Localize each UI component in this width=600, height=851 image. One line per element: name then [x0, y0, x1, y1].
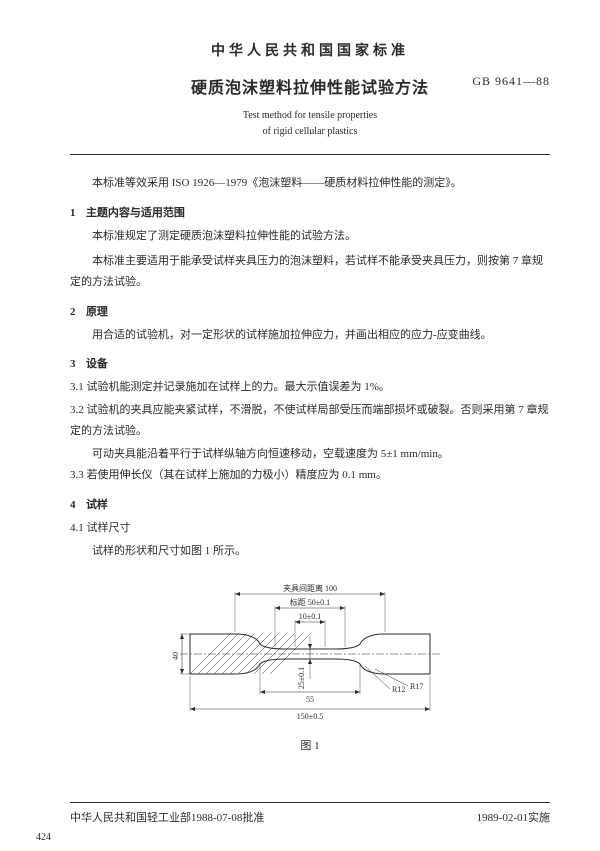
figure-caption: 图 1: [70, 737, 550, 753]
subitem-num: 3.2: [70, 400, 84, 421]
subitem-text: 若使用伸长仪（其在试样上施加的力极小）精度应为 0.1 mm。: [87, 469, 387, 481]
section-heading: 设备: [86, 358, 108, 370]
sub-item: 3.1 试验机能测定并记录施加在试样上的力。最大示值误差为 1%。: [70, 377, 550, 398]
intro-paragraph: 本标准等效采用 ISO 1926—1979《泡沫塑料——硬质材料拉伸性能的测定》…: [70, 173, 550, 194]
section-para: 用合适的试验机，对一定形状的试样施加拉伸应力，并画出相应的应力-应变曲线。: [70, 325, 550, 346]
sub-para: 可动夹具能沿着平行于试样纵轴方向恒速移动，空载速度为 5±1 mm/min。: [70, 444, 550, 465]
header-rule: [70, 154, 550, 155]
dim-grip-gap: 夹具间距离 100: [283, 583, 337, 593]
page-footer: 中华人民共和国轻工业部1988-07-08批准 1989-02-01实施: [70, 802, 550, 825]
dim-total: 150±0.5: [297, 712, 323, 721]
section-para: 本标准主要适用于能承受试样夹具压力的泡沫塑料，若试样不能承受夹具压力，则按第 7…: [70, 251, 550, 293]
subitem-num: 3.3: [70, 465, 84, 486]
sub-item: 3.2 试验机的夹具应能夹紧试样，不滑脱，不使试样局部受压而端部损坏或破裂。否则…: [70, 400, 550, 442]
section-para: 本标准规定了测定硬质泡沫塑料拉伸性能的试验方法。: [70, 226, 550, 247]
section-title: 4 试样: [70, 496, 550, 512]
footer-approval: 中华人民共和国轻工业部1988-07-08批准: [70, 809, 264, 825]
section-title: 3 设备: [70, 355, 550, 371]
figure-1: 夹具间距离 100 标距 50±0.1 10±0.1 40: [70, 574, 550, 753]
section-num: 2: [70, 306, 83, 318]
section-heading: 主题内容与适用范围: [86, 207, 185, 219]
section-2: 2 原理 用合适的试验机，对一定形状的试样施加拉伸应力，并画出相应的应力-应变曲…: [70, 303, 550, 346]
standard-code: GB 9641—88: [472, 74, 550, 89]
section-heading: 原理: [86, 306, 108, 318]
section-heading: 试样: [86, 499, 108, 511]
section-num: 1: [70, 207, 83, 219]
dim-neck25: 25±0.1: [297, 666, 306, 688]
dim-r17: R17: [410, 682, 423, 691]
english-title: Test method for tensile properties of ri…: [70, 108, 550, 140]
subitem-text: 试验机的夹具应能夹紧试样，不滑脱，不使试样局部受压而端部损坏或破裂。否则采用第 …: [70, 404, 549, 437]
footer-effective: 1989-02-01实施: [477, 809, 550, 825]
document-page: 中华人民共和国国家标准 硬质泡沫塑料拉伸性能试验方法 GB 9641—88 Te…: [0, 0, 600, 773]
section-title: 2 原理: [70, 303, 550, 319]
dim-taper55: 55: [306, 695, 314, 704]
dim-neck10: 10±0.1: [299, 612, 321, 621]
sub-item: 4.1 试样尺寸: [70, 518, 550, 539]
dim-height40: 40: [171, 652, 180, 660]
section-num: 3: [70, 358, 83, 370]
section-title: 1 主题内容与适用范围: [70, 204, 550, 220]
title-row: 硬质泡沫塑料拉伸性能试验方法 GB 9641—88: [70, 74, 550, 98]
page-number: 424: [36, 832, 51, 843]
subitem-num: 3.1: [70, 377, 84, 398]
footer-rule: [70, 802, 550, 803]
country-title: 中华人民共和国国家标准: [70, 40, 550, 60]
sub-item: 3.3 若使用伸长仪（其在试样上施加的力极小）精度应为 0.1 mm。: [70, 465, 550, 486]
section-num: 4: [70, 499, 83, 511]
specimen-diagram: 夹具间距离 100 标距 50±0.1 10±0.1 40: [140, 574, 480, 724]
section-3: 3 设备 3.1 试验机能测定并记录施加在试样上的力。最大示值误差为 1%。 3…: [70, 355, 550, 485]
en-title-line2: of rigid cellular plastics: [70, 124, 550, 140]
subitem-text: 试验机能测定并记录施加在试样上的力。最大示值误差为 1%。: [87, 381, 390, 393]
main-title: 硬质泡沫塑料拉伸性能试验方法: [191, 74, 429, 98]
subitem-text: 试样尺寸: [87, 522, 131, 534]
dim-r12: R12: [392, 685, 405, 694]
sub-para: 试样的形状和尺寸如图 1 所示。: [70, 541, 550, 562]
subitem-num: 4.1: [70, 518, 84, 539]
section-4: 4 试样 4.1 试样尺寸 试样的形状和尺寸如图 1 所示。: [70, 496, 550, 562]
section-1: 1 主题内容与适用范围 本标准规定了测定硬质泡沫塑料拉伸性能的试验方法。 本标准…: [70, 204, 550, 293]
dim-gauge: 标距 50±0.1: [290, 597, 330, 607]
en-title-line1: Test method for tensile properties: [70, 108, 550, 124]
